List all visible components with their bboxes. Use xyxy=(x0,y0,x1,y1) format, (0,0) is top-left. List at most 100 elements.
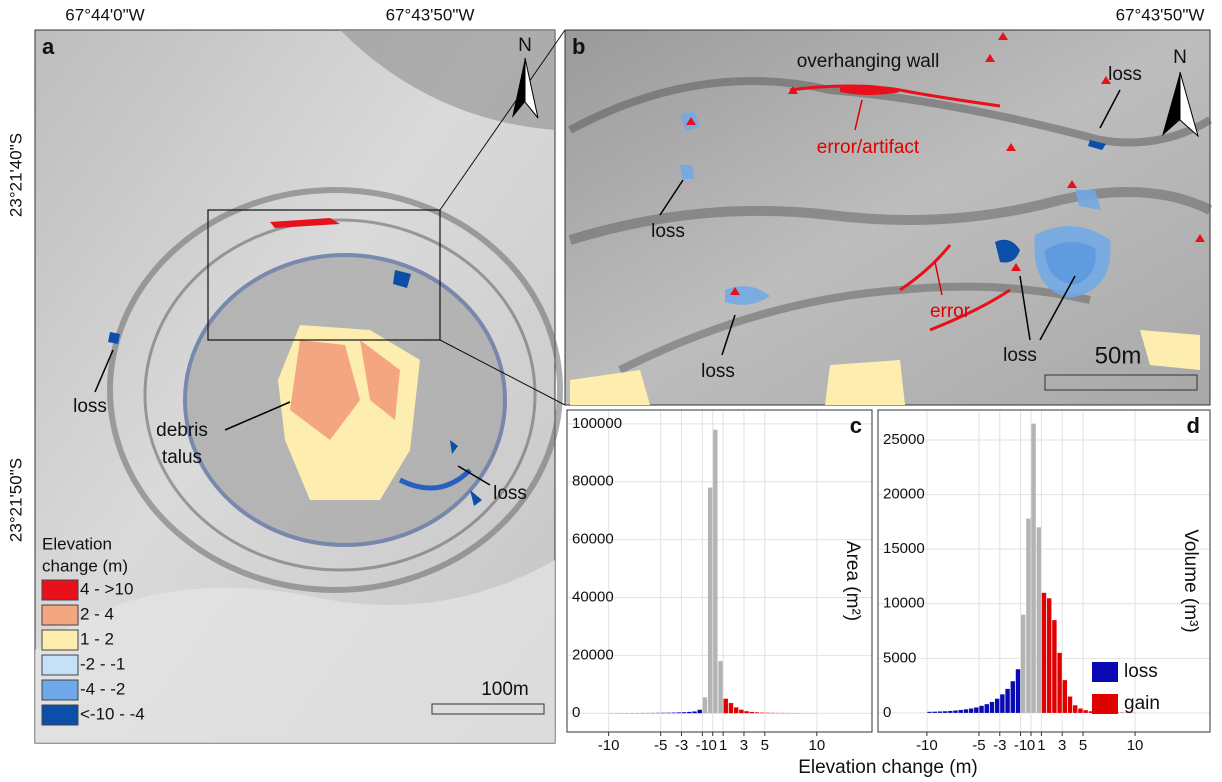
legend-swatch xyxy=(42,680,78,700)
annotation: loss xyxy=(1108,64,1142,85)
bar xyxy=(969,709,973,713)
bar xyxy=(927,712,931,713)
y-axis-label: Volume (m³) xyxy=(1180,529,1201,632)
bar xyxy=(1000,694,1004,713)
annotation: overhanging wall xyxy=(797,51,940,72)
bar xyxy=(1031,424,1035,713)
y-tick-label: 80000 xyxy=(572,473,614,490)
north-label: N xyxy=(518,35,532,56)
legend-label: -2 - -1 xyxy=(80,654,125,673)
page: a N 67°44'0"W 67°43'50"W 23°21'40"S 23°2… xyxy=(0,0,1222,782)
legend-swatch xyxy=(42,705,78,725)
bar xyxy=(1047,598,1051,713)
panel-label: b xyxy=(572,34,585,59)
annotation: loss xyxy=(651,221,685,242)
y-tick-label: 15000 xyxy=(883,540,925,557)
x-tick-label: 3 xyxy=(740,737,748,754)
legend-label: 4 - >10 xyxy=(80,579,133,598)
annotation: loss xyxy=(1003,345,1037,366)
x-tick-label: 10 xyxy=(1127,737,1144,754)
bar xyxy=(698,710,702,713)
bar xyxy=(1042,593,1046,713)
bar xyxy=(1073,705,1077,713)
bar xyxy=(755,712,759,713)
bar xyxy=(744,711,748,713)
bar xyxy=(703,697,707,713)
x-axis-label: Elevation change (m) xyxy=(798,757,978,778)
bar xyxy=(1016,669,1020,713)
bar xyxy=(1063,680,1067,713)
y-tick-label: 100000 xyxy=(572,415,622,432)
legend-swatch xyxy=(42,630,78,650)
bar xyxy=(677,712,681,713)
bar xyxy=(964,709,968,713)
bar xyxy=(1011,681,1015,713)
bar xyxy=(1021,615,1025,713)
x-tick-label: -1 xyxy=(696,737,709,754)
x-tick-label: -3 xyxy=(993,737,1006,754)
bar xyxy=(948,711,952,713)
y-tick-label: 20000 xyxy=(883,486,925,503)
annotation: talus xyxy=(162,447,202,468)
bar xyxy=(974,707,978,712)
bar xyxy=(750,712,754,713)
legend-label: 1 - 2 xyxy=(80,629,114,648)
bar xyxy=(995,699,999,713)
x-tick-label: 1 xyxy=(1037,737,1045,754)
map-a: a N 67°44'0"W 67°43'50"W 23°21'40"S 23°2… xyxy=(6,5,565,743)
bar xyxy=(1083,710,1087,713)
bar xyxy=(713,430,717,714)
scale-label: 50m xyxy=(1095,342,1142,369)
coord-label: 67°43'50"W xyxy=(1116,5,1205,24)
bar xyxy=(687,712,691,713)
legend-label: gain xyxy=(1124,693,1160,714)
x-tick-label: 1 xyxy=(719,737,727,754)
bar xyxy=(760,713,764,714)
annotation: loss xyxy=(73,396,107,417)
bar xyxy=(953,710,957,712)
legend-swatch xyxy=(42,580,78,600)
legend-title: Elevation xyxy=(42,534,112,553)
coord-label: 67°43'50"W xyxy=(386,5,475,24)
legend-label: 2 - 4 xyxy=(80,604,114,623)
legend-swatch xyxy=(42,655,78,675)
scale-label: 100m xyxy=(481,679,529,700)
x-tick-label: -1 xyxy=(1014,737,1027,754)
bar xyxy=(1026,519,1030,713)
bar xyxy=(1005,689,1009,713)
bar xyxy=(1078,709,1082,713)
y-tick-label: 5000 xyxy=(883,649,916,666)
bar xyxy=(1052,620,1056,713)
bar xyxy=(985,704,989,713)
bar xyxy=(671,713,675,714)
x-tick-label: -3 xyxy=(675,737,688,754)
bar xyxy=(692,711,696,713)
annotation: loss xyxy=(701,361,735,382)
figure: a N 67°44'0"W 67°43'50"W 23°21'40"S 23°2… xyxy=(0,0,1222,782)
bar xyxy=(739,710,743,713)
north-label: N xyxy=(1173,47,1187,68)
legend-label: loss xyxy=(1124,661,1158,682)
x-tick-label: -10 xyxy=(916,737,938,754)
x-tick-label: 10 xyxy=(808,737,825,754)
x-tick-label: 0 xyxy=(1027,737,1035,754)
bar xyxy=(718,661,722,713)
bar xyxy=(938,711,942,712)
legend-title: change (m) xyxy=(42,556,128,575)
legend-swatch xyxy=(42,605,78,625)
annotation: loss xyxy=(493,483,527,504)
x-tick-label: 0 xyxy=(709,737,717,754)
y-tick-label: 40000 xyxy=(572,588,614,605)
map-b: b N 67°43'50"W overhanging wall loss err… xyxy=(565,5,1210,405)
coord-label: 23°21'50"S xyxy=(6,458,25,542)
legend-label: -4 - -2 xyxy=(80,679,125,698)
bar xyxy=(1068,697,1072,713)
bar xyxy=(682,712,686,713)
legend-swatch xyxy=(1092,694,1118,714)
x-tick-label: 5 xyxy=(1079,737,1087,754)
annotation: error/artifact xyxy=(817,137,920,158)
bar xyxy=(1057,653,1061,713)
annotation: debris xyxy=(156,420,208,441)
x-tick-label: -5 xyxy=(654,737,667,754)
